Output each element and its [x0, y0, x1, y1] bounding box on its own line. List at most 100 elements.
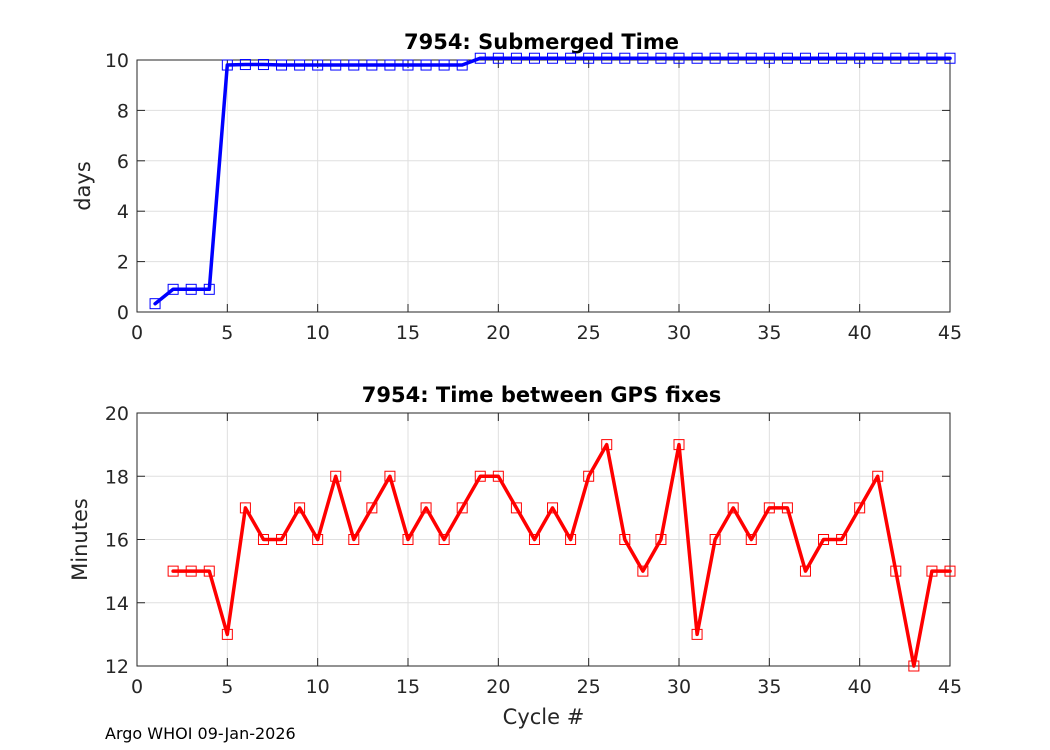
plot-1: 0 5 10 15 20 25 30 35 40 45 0 2 4 6 8 10 7954: Submerged… — [71, 30, 962, 344]
data-point — [510, 52, 522, 64]
footer-credit: Argo WHOI 09-Jan-2026 — [105, 724, 296, 743]
data-point — [727, 502, 739, 514]
data-point — [854, 502, 866, 514]
y-tick-label: 0 — [117, 302, 129, 324]
data-point — [836, 534, 848, 545]
data-point — [908, 52, 920, 64]
data-point — [781, 502, 793, 514]
data-point — [366, 502, 378, 514]
data-point — [727, 52, 739, 64]
x-tick-label: 10 — [306, 322, 330, 344]
data-point — [257, 59, 269, 71]
data-point — [492, 52, 504, 64]
data-point — [474, 470, 486, 482]
data-point — [221, 59, 233, 71]
data-point — [691, 52, 703, 64]
data-point — [619, 534, 631, 545]
data-point — [763, 502, 775, 514]
data-point — [637, 52, 649, 64]
x-axis-label: Cycle # — [503, 705, 585, 729]
x-tick-label: 20 — [486, 322, 510, 344]
data-point — [402, 59, 414, 71]
data-point — [348, 59, 360, 71]
x-tick-label: 20 — [486, 676, 510, 698]
y-axis-label: Minutes — [68, 498, 92, 581]
data-point — [384, 470, 396, 482]
series-line — [153, 56, 952, 306]
y-tick-label: 8 — [117, 100, 129, 122]
data-point — [818, 534, 830, 545]
y-tick-label: 10 — [105, 50, 129, 72]
data-point — [583, 470, 595, 482]
data-point — [565, 534, 577, 545]
data-point — [185, 565, 197, 577]
x-tick-label: 40 — [848, 322, 872, 344]
data-point — [944, 565, 956, 577]
data-point — [456, 59, 468, 71]
data-point — [926, 52, 938, 64]
plot-area — [137, 60, 950, 312]
data-point — [456, 502, 468, 514]
x-tick-label: 5 — [221, 676, 233, 698]
data-point — [854, 52, 866, 64]
data-point — [763, 52, 775, 64]
data-point — [276, 534, 288, 545]
data-point — [528, 534, 540, 545]
data-point — [745, 52, 757, 64]
data-point — [366, 59, 378, 71]
x-tick-label: 45 — [938, 676, 962, 698]
y-tick-label: 12 — [105, 656, 129, 678]
x-tick-label: 30 — [667, 676, 691, 698]
data-point — [312, 534, 324, 545]
data-point — [799, 565, 811, 577]
data-point — [167, 283, 179, 295]
data-point — [547, 52, 559, 64]
data-point — [890, 52, 902, 64]
data-point — [709, 52, 721, 64]
y-tick-label: 2 — [117, 252, 129, 274]
data-point — [781, 52, 793, 64]
data-point — [547, 502, 559, 514]
y-tick-label: 16 — [105, 530, 129, 552]
x-tick-label: 35 — [757, 676, 781, 698]
data-point — [709, 534, 721, 545]
data-point — [492, 470, 504, 482]
data-point — [167, 565, 179, 577]
data-point — [276, 59, 288, 71]
data-point — [330, 59, 342, 71]
y-tick-label: 14 — [105, 593, 129, 615]
x-tick-label: 0 — [131, 676, 143, 698]
y-axis-label: days — [71, 161, 95, 211]
data-point — [890, 565, 902, 577]
x-tick-label: 10 — [306, 676, 330, 698]
data-point — [655, 534, 667, 545]
data-point — [348, 534, 360, 545]
data-point — [799, 52, 811, 64]
data-point — [330, 470, 342, 482]
data-point — [420, 502, 432, 514]
x-tick-label: 40 — [848, 676, 872, 698]
x-tick-label: 15 — [396, 322, 420, 344]
data-point — [655, 52, 667, 64]
data-point — [294, 502, 306, 514]
data-point — [474, 52, 486, 64]
chart-title: 7954: Time between GPS fixes — [362, 383, 722, 407]
axes-box — [136, 59, 951, 313]
data-point — [239, 502, 251, 514]
data-point — [818, 52, 830, 64]
plot-2: 0 5 10 15 20 25 30 35 40 45 12 14 16 18 20 7954: Time b… — [68, 383, 962, 729]
x-tick-label: 5 — [221, 322, 233, 344]
data-point — [637, 565, 649, 577]
data-point — [673, 439, 685, 451]
x-tick-label: 0 — [131, 322, 143, 344]
data-point — [402, 534, 414, 545]
data-point — [221, 628, 233, 640]
data-point — [510, 502, 522, 514]
x-tick-label: 45 — [938, 322, 962, 344]
data-point — [185, 283, 197, 295]
data-point — [583, 52, 595, 64]
data-point — [203, 283, 215, 295]
y-tick-label: 20 — [105, 403, 129, 425]
data-point — [926, 565, 938, 577]
